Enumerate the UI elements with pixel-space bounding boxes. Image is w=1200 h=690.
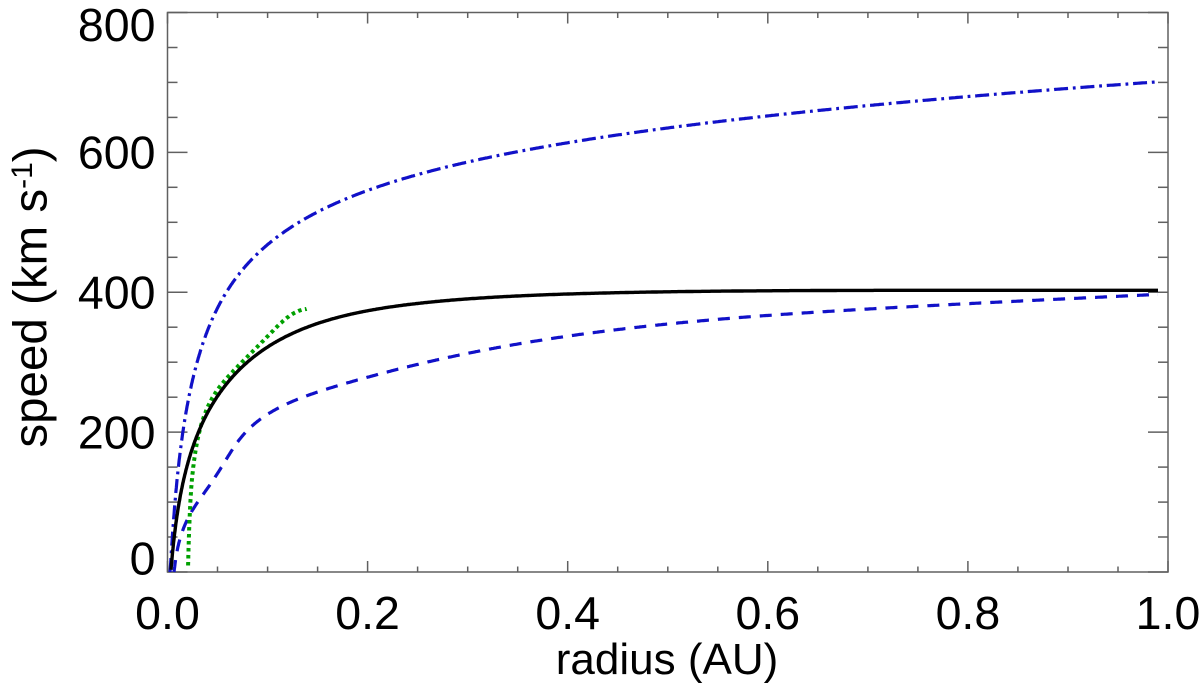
svg-text:1.0: 1.0 xyxy=(1136,587,1200,639)
svg-text:400: 400 xyxy=(78,266,156,318)
svg-text:0.6: 0.6 xyxy=(735,587,800,639)
svg-text:0.8: 0.8 xyxy=(936,587,1001,639)
svg-text:0.2: 0.2 xyxy=(335,587,400,639)
svg-text:200: 200 xyxy=(78,407,156,459)
svg-text:0: 0 xyxy=(130,533,156,585)
svg-text:800: 800 xyxy=(78,0,156,51)
svg-text:0.4: 0.4 xyxy=(535,587,600,639)
svg-text:speed (km s-1): speed (km s-1) xyxy=(5,146,58,447)
svg-text:radius (AU): radius (AU) xyxy=(556,635,779,684)
svg-text:600: 600 xyxy=(78,126,156,178)
svg-text:0.0: 0.0 xyxy=(135,587,200,639)
